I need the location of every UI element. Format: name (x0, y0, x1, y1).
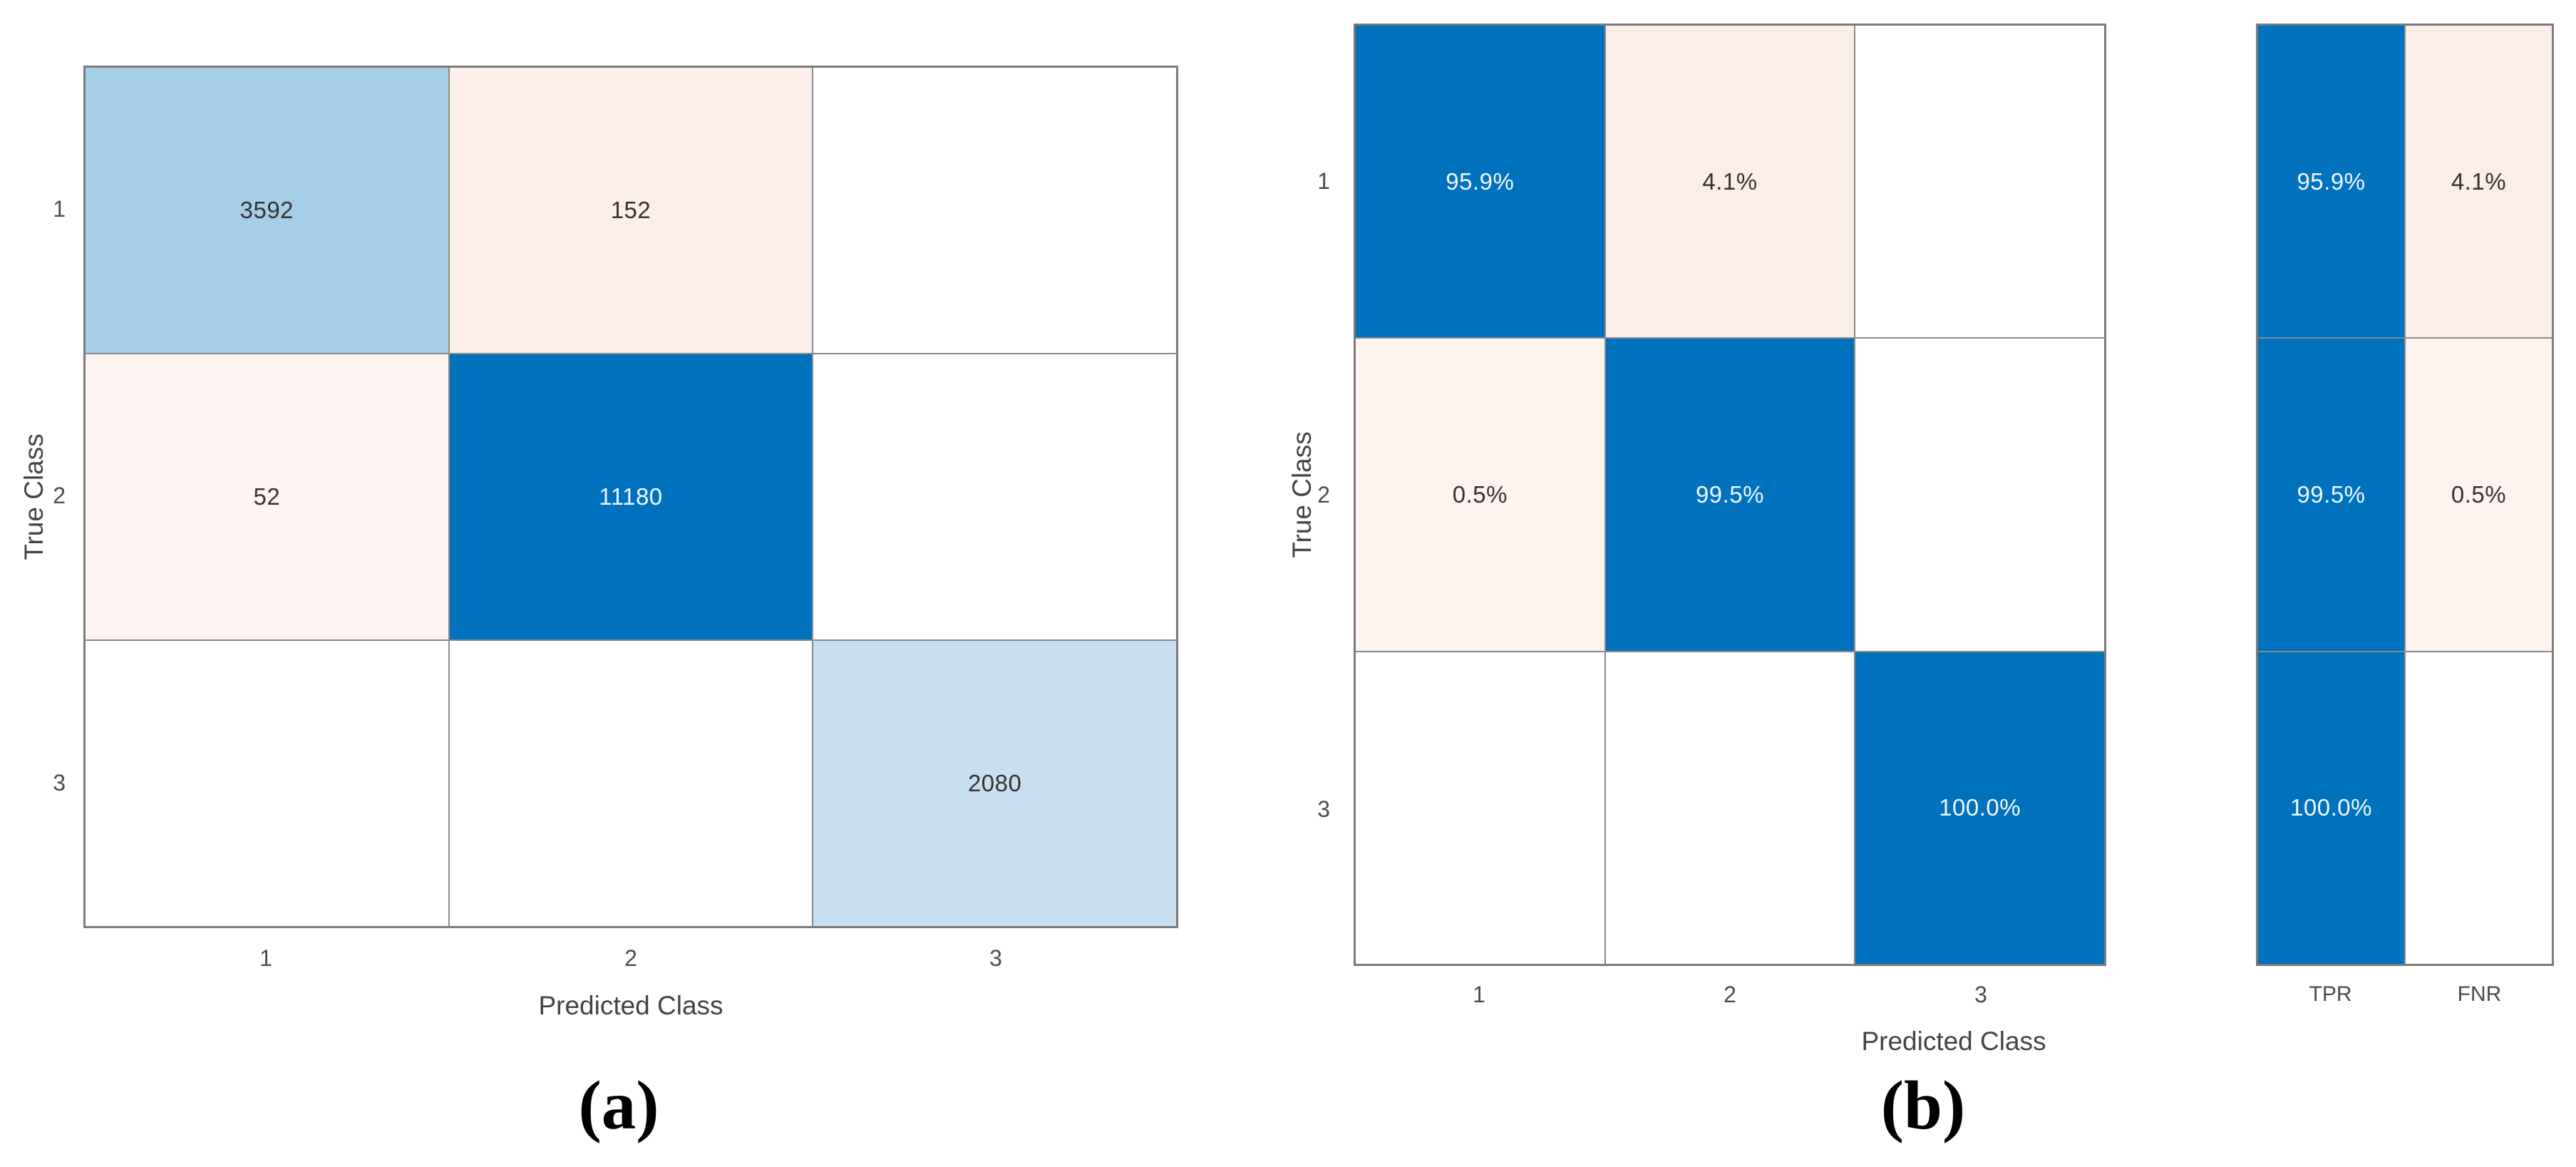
cell-a-r2c1: 52 (86, 354, 448, 639)
y-tick-b-3: 3 (1317, 796, 1330, 822)
cell-a-r1c2: 152 (449, 68, 813, 353)
y-tick-a-2: 2 (53, 483, 66, 508)
cell-a-r3c2 (449, 641, 813, 926)
cell-b-r1c2: 4.1% (1605, 26, 1855, 338)
cell-tpr-r3: 100.0% (2258, 652, 2404, 964)
x-tick-a-1: 1 (259, 945, 272, 971)
cell-a-r2c3 (813, 354, 1176, 639)
x-tick-tpr: TPR (2309, 982, 2352, 1006)
cell-a-r3c1 (86, 641, 448, 926)
cell-fnr-r2: 0.5% (2406, 339, 2552, 651)
cell-b-r2c3 (1855, 339, 2104, 651)
x-tick-b-3: 3 (1974, 982, 1987, 1007)
y-tick-b-2: 2 (1317, 482, 1330, 508)
cell-fnr-r1: 4.1% (2406, 26, 2552, 338)
cell-a-r1c1: 3592 (86, 68, 448, 353)
row-summary-tpr-fnr: 95.9% 4.1% 99.5% 0.5% 100.0% (2256, 24, 2554, 966)
y-tick-a-1: 1 (53, 196, 66, 222)
cell-b-r3c3: 100.0% (1855, 652, 2104, 964)
cell-fnr-r3 (2406, 652, 2552, 964)
x-tick-a-3: 3 (989, 945, 1002, 971)
panel-label-b: (b) (1880, 1067, 1966, 1143)
cell-tpr-r2: 99.5% (2258, 339, 2404, 651)
cell-a-r1c3 (813, 68, 1176, 353)
cell-b-r2c1: 0.5% (1356, 339, 1604, 651)
x-tick-b-1: 1 (1473, 982, 1485, 1007)
cell-b-r3c1 (1356, 652, 1604, 964)
x-tick-b-2: 2 (1724, 982, 1736, 1007)
cell-tpr-r1: 95.9% (2258, 26, 2404, 338)
confusion-matrix-b: 95.9% 4.1% 0.5% 99.5% 100.0% (1354, 24, 2106, 966)
x-tick-fnr: FNR (2457, 982, 2502, 1006)
panel-label-a: (a) (578, 1067, 659, 1143)
y-tick-a-3: 3 (53, 770, 66, 796)
cell-a-r3c3: 2080 (813, 641, 1176, 926)
x-axis-label-b: Predicted Class (1861, 1027, 2046, 1056)
cell-b-r1c1: 95.9% (1356, 26, 1604, 338)
confusion-matrix-a: 3592 152 52 11180 2080 (83, 66, 1178, 928)
cell-b-r3c2 (1605, 652, 1855, 964)
cell-b-r2c2: 99.5% (1605, 339, 1855, 651)
y-tick-b-1: 1 (1317, 168, 1330, 194)
cell-b-r1c3 (1855, 26, 2104, 338)
cell-a-r2c2: 11180 (449, 354, 813, 639)
x-tick-a-2: 2 (624, 945, 637, 971)
x-axis-label-a: Predicted Class (538, 991, 723, 1020)
